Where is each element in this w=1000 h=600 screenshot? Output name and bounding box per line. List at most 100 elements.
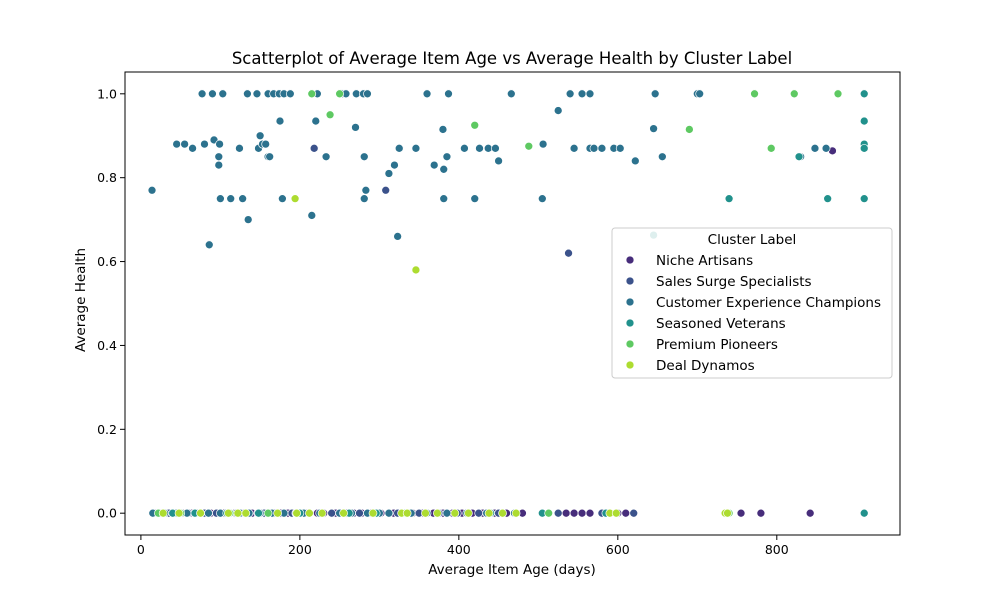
data-point — [263, 508, 273, 518]
data-point — [511, 508, 521, 518]
data-point — [439, 194, 449, 203]
data-point — [278, 194, 287, 203]
data-point — [292, 508, 302, 518]
data-point — [325, 110, 335, 120]
data-point — [307, 211, 317, 220]
series-2 — [147, 89, 831, 518]
series-5 — [158, 194, 732, 518]
x-tick-label: 800 — [765, 542, 789, 557]
data-point — [498, 508, 507, 518]
y-tick-label: 0.4 — [97, 338, 117, 353]
data-point — [821, 143, 831, 153]
data-point — [394, 143, 404, 153]
data-point — [307, 89, 317, 99]
data-point — [475, 143, 484, 153]
data-point — [766, 143, 776, 153]
data-point — [506, 89, 516, 99]
data-point — [429, 160, 439, 170]
data-point — [553, 508, 563, 518]
data-point — [611, 508, 621, 518]
legend-entry-label: Premium Pioneers — [656, 337, 778, 353]
data-point — [794, 152, 804, 162]
data-point — [859, 116, 869, 126]
plot-area — [147, 89, 869, 518]
data-point — [188, 143, 197, 153]
x-tick-label: 600 — [606, 542, 630, 557]
data-point — [243, 215, 253, 224]
data-point — [823, 194, 833, 203]
data-point — [261, 139, 271, 149]
data-point — [474, 508, 484, 518]
data-point — [265, 152, 275, 162]
data-point — [577, 508, 587, 518]
data-point — [810, 143, 820, 153]
data-point — [204, 508, 213, 518]
data-point — [561, 508, 571, 518]
data-point — [438, 125, 448, 134]
legend-marker — [625, 318, 635, 328]
data-point — [255, 131, 265, 141]
data-point — [147, 185, 157, 195]
data-point — [450, 508, 460, 518]
axes: 0 200 400 600 800 0.0 0.2 0.4 0.6 0.8 1.0 — [97, 71, 901, 557]
data-point — [421, 508, 430, 518]
data-point — [564, 248, 573, 258]
data-point — [393, 232, 402, 241]
data-point — [158, 508, 168, 518]
legend-entry-label: Seasoned Veterans — [656, 316, 786, 332]
legend-entry-label: Niche Artisans — [656, 253, 753, 269]
data-point — [422, 89, 432, 99]
data-point — [335, 89, 344, 99]
legend-entry-label: Deal Dynamos — [656, 358, 755, 374]
data-point — [544, 508, 554, 518]
data-point — [252, 89, 262, 99]
y-tick-label: 1.0 — [97, 86, 117, 101]
data-point — [273, 508, 282, 518]
data-point — [411, 143, 421, 153]
data-point — [483, 143, 493, 153]
data-point — [411, 265, 421, 275]
data-point — [196, 508, 205, 518]
data-point — [361, 185, 371, 195]
data-point — [649, 124, 658, 133]
data-point — [589, 143, 599, 153]
data-point — [355, 508, 364, 518]
y-tick-label: 0.6 — [97, 254, 117, 269]
data-point — [569, 508, 579, 518]
data-point — [275, 116, 285, 126]
data-point — [384, 169, 394, 178]
data-point — [359, 194, 369, 203]
data-point — [174, 508, 184, 518]
x-tick-label: 400 — [447, 542, 471, 557]
data-point — [317, 508, 327, 518]
data-point — [285, 89, 295, 99]
data-point — [311, 116, 321, 126]
data-point — [381, 185, 391, 195]
data-point — [859, 143, 869, 153]
legend-entry-label: Customer Experience Champions — [656, 295, 881, 311]
data-point — [204, 240, 214, 250]
legend-items: Niche Artisans Sales Surge Specialists Cus… — [625, 253, 881, 374]
data-point — [172, 139, 182, 149]
data-point — [724, 194, 734, 203]
data-point — [305, 508, 314, 518]
data-point — [214, 160, 224, 170]
data-point — [444, 89, 453, 99]
data-point — [321, 152, 331, 162]
data-point — [723, 508, 732, 518]
legend-marker — [625, 360, 635, 370]
data-point — [327, 508, 337, 518]
data-point — [615, 143, 625, 153]
data-point — [238, 194, 247, 203]
data-point — [359, 152, 369, 162]
data-point — [351, 123, 360, 132]
data-point — [200, 139, 209, 149]
y-tick-label: 0.8 — [97, 170, 117, 185]
data-point — [351, 89, 361, 99]
data-point — [736, 508, 746, 518]
data-point — [553, 106, 563, 115]
data-point — [859, 508, 869, 518]
data-point — [180, 139, 189, 149]
data-point — [442, 152, 452, 162]
